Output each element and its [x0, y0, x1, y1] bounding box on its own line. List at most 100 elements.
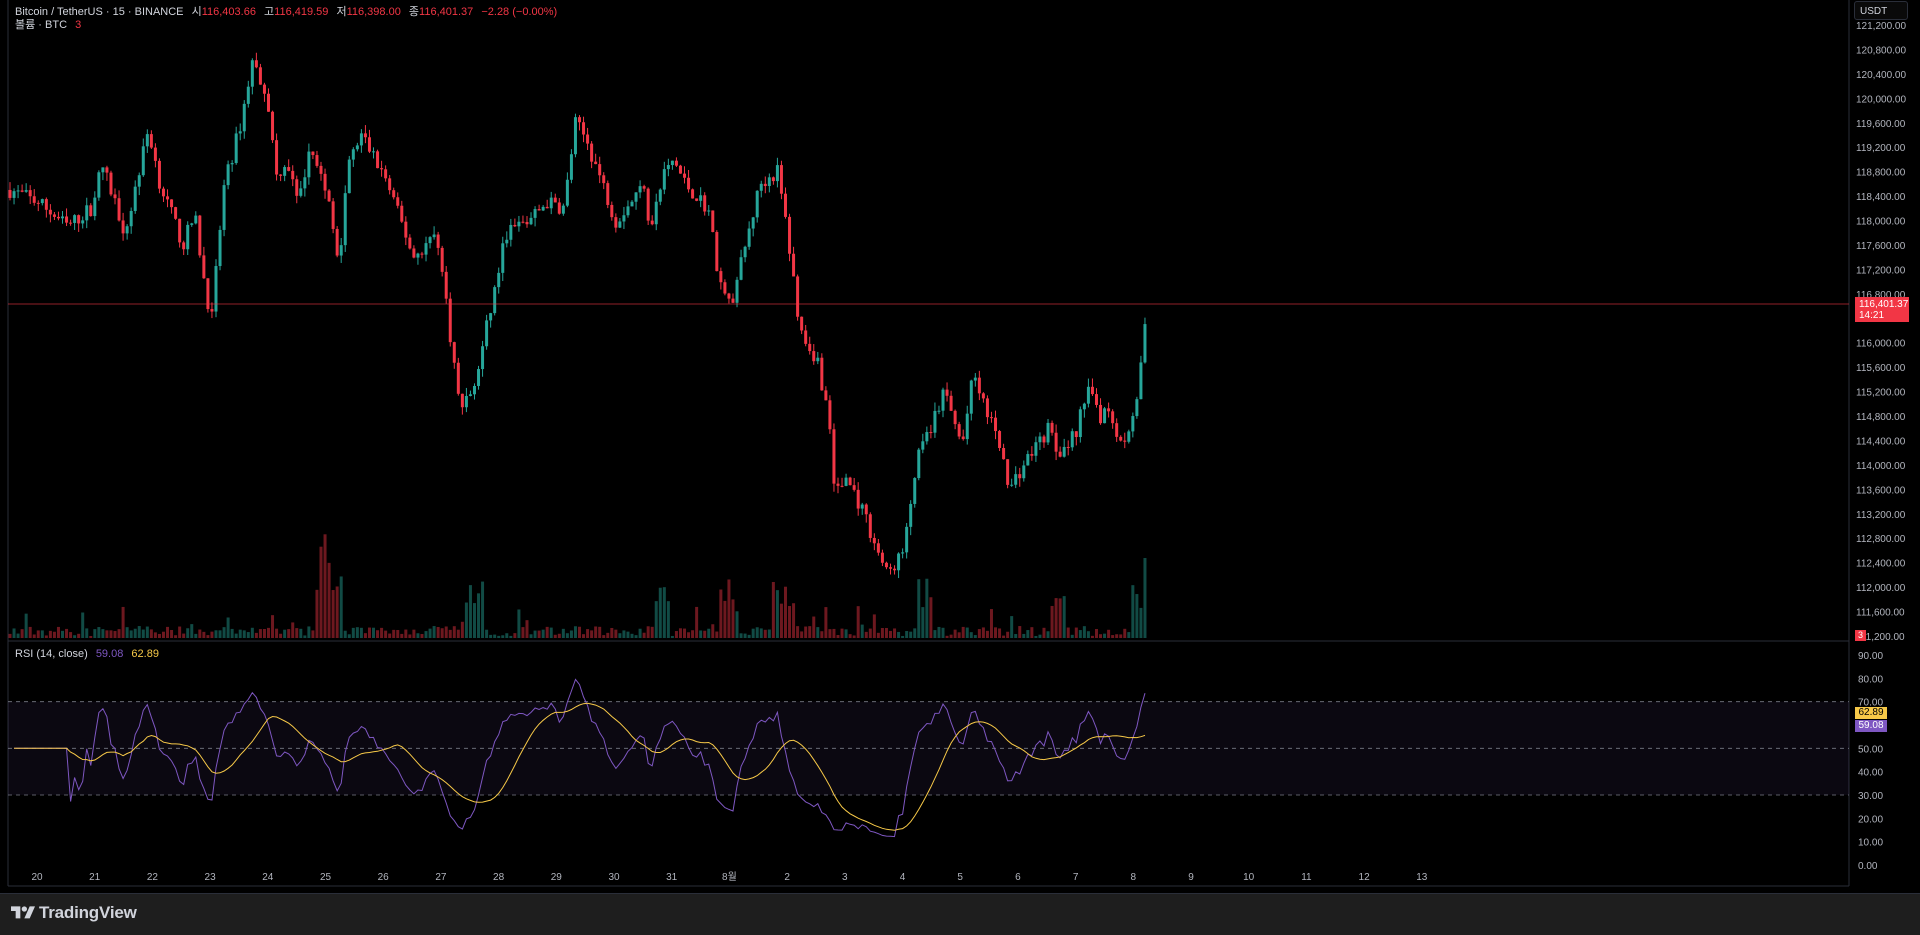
- volume-bar: [416, 633, 420, 638]
- candle-body: [303, 177, 307, 189]
- volume-bar: [69, 632, 73, 638]
- chart-canvas[interactable]: 121,200.00 120,800.00 120,400.00 120,000.00…: [0, 0, 1920, 893]
- candle-body: [1062, 446, 1066, 457]
- candle-body: [610, 204, 614, 218]
- volume-bar: [52, 631, 56, 638]
- volume-bar: [981, 627, 985, 638]
- candle-body: [884, 562, 888, 568]
- candle-body: [614, 217, 618, 228]
- candle-body: [998, 431, 1002, 449]
- candle-body: [194, 215, 198, 224]
- time-tick-label: 25: [320, 872, 332, 883]
- volume-bar: [788, 606, 792, 638]
- candle-body: [1042, 436, 1046, 443]
- price-tick-label: 121,200.00: [1856, 21, 1906, 32]
- candle-body: [404, 221, 408, 238]
- candle-body: [372, 151, 376, 153]
- volume-bar: [481, 581, 485, 638]
- volume-bar: [872, 614, 876, 638]
- volume-label[interactable]: 볼륨 · BTC: [15, 19, 68, 31]
- candle-body: [1111, 411, 1115, 424]
- candle-body: [533, 209, 537, 218]
- volume-bar: [331, 590, 335, 638]
- price-tick-label: 115,600.00: [1856, 363, 1906, 374]
- axes: 121,200.00 120,800.00 120,400.00 120,000.00…: [31, 21, 1906, 883]
- candle-body: [687, 177, 691, 190]
- time-tick-label: 23: [205, 872, 217, 883]
- volume-bar: [81, 612, 85, 638]
- volume-bar: [743, 633, 747, 638]
- volume-bar: [1006, 631, 1010, 638]
- volume-bar: [125, 627, 129, 638]
- candle-body: [141, 146, 145, 176]
- volume-bar: [804, 626, 808, 638]
- candle-body: [376, 151, 380, 169]
- volume-bar: [182, 633, 186, 638]
- volume-bar: [1078, 630, 1082, 638]
- candle-body: [957, 424, 961, 437]
- currency-button[interactable]: USDT: [1854, 1, 1908, 20]
- open-label: 시: [191, 6, 202, 18]
- volume-bar: [674, 631, 678, 638]
- volume-bar: [392, 629, 396, 638]
- volume-bar: [1066, 627, 1070, 638]
- candle-body: [266, 93, 270, 112]
- candle-body: [448, 298, 452, 343]
- volume-bar: [170, 629, 174, 638]
- volume-bar: [412, 629, 416, 638]
- candle-body: [424, 243, 428, 255]
- candle-body: [339, 245, 343, 256]
- candle-body: [800, 316, 804, 331]
- volume-bar: [432, 626, 436, 638]
- volume-bar: [206, 635, 210, 638]
- candle-body: [452, 342, 456, 363]
- candle-body: [1014, 474, 1018, 485]
- candle-body: [28, 190, 32, 197]
- candle-body: [828, 400, 832, 430]
- volume-bar: [545, 626, 549, 638]
- rsi-ma-value: 62.89: [131, 648, 159, 660]
- candle-body: [695, 198, 699, 201]
- candle-body: [436, 234, 440, 248]
- candle-body: [428, 237, 432, 244]
- volume-bar: [945, 635, 949, 638]
- rsi-tick-label: 10.00: [1858, 838, 1883, 849]
- volume-bar: [638, 628, 642, 638]
- volume-bar: [24, 613, 28, 638]
- tradingview-logo-icon: [11, 906, 35, 919]
- volume-bar: [1026, 630, 1030, 638]
- candle-body: [262, 84, 266, 94]
- candle-body: [283, 167, 287, 176]
- volume-bar: [666, 601, 670, 638]
- time-tick-label: 29: [551, 872, 563, 883]
- volume-bar: [1070, 634, 1074, 638]
- rsi-tick-label: 20.00: [1858, 814, 1883, 825]
- tradingview-brand[interactable]: TradingView: [11, 903, 137, 923]
- volume-bar: [65, 628, 69, 638]
- volume-bar: [852, 635, 856, 638]
- volume-bar: [973, 635, 977, 638]
- rsi-title[interactable]: RSI (14, close): [15, 648, 88, 660]
- candle-body: [626, 206, 630, 216]
- volume-bar: [440, 628, 444, 638]
- volume-bar: [32, 634, 36, 638]
- price-tick-label: 115,200.00: [1856, 388, 1906, 399]
- volume-bar: [271, 615, 275, 638]
- time-tick-label: 4: [900, 872, 906, 883]
- time-tick-label: 28: [493, 872, 505, 883]
- volume-bar: [553, 634, 557, 638]
- volume-bar: [166, 626, 170, 638]
- rsi-pane: [8, 678, 1849, 838]
- candle-body: [921, 441, 925, 450]
- volume-bar: [198, 629, 202, 638]
- candle-body: [1135, 399, 1139, 417]
- volume-bar: [141, 629, 145, 638]
- symbol-title[interactable]: Bitcoin / TetherUS · 15 · BINANCE: [15, 6, 184, 18]
- candle-body: [1103, 408, 1107, 424]
- volume-bar: [569, 630, 573, 638]
- candle-body: [1131, 416, 1135, 432]
- volume-bar: [901, 635, 905, 638]
- price-tick-label: 120,000.00: [1856, 94, 1906, 105]
- volume-bar: [517, 609, 521, 638]
- volume-bar: [1135, 594, 1139, 638]
